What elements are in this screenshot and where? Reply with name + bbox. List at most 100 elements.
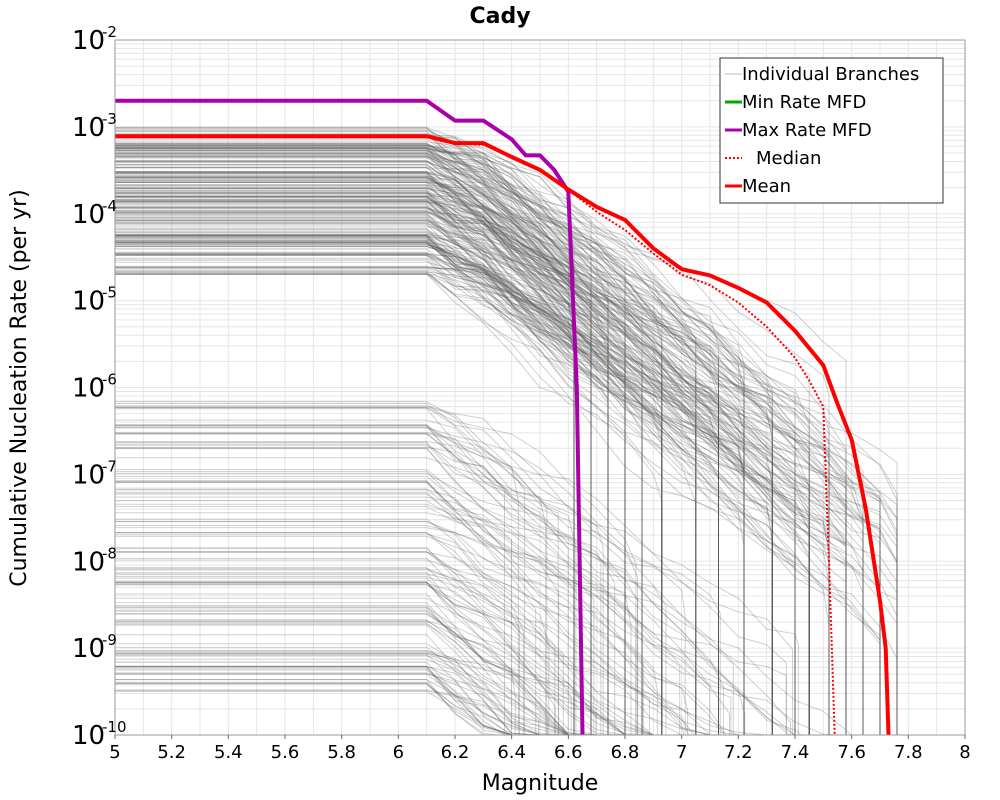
branch-line (115, 180, 745, 735)
branch-line (115, 650, 548, 735)
branch-line (115, 234, 898, 735)
branch-line (115, 171, 592, 735)
branch-line (115, 266, 697, 735)
branch-line (115, 219, 881, 735)
branch-line (115, 147, 745, 735)
branch-line (115, 228, 773, 735)
branch-line (115, 161, 881, 735)
branch-line (115, 177, 847, 735)
branch-line (115, 205, 626, 735)
branch-line (115, 181, 796, 735)
branch-line (115, 195, 575, 735)
branch-line (115, 257, 898, 735)
branch-line (115, 175, 719, 735)
branch-line (115, 447, 859, 736)
branch-line (115, 203, 898, 735)
branch-line (115, 424, 724, 735)
legend-label: Individual Branches (742, 64, 919, 85)
branch-line (115, 235, 773, 735)
branch-line (115, 215, 847, 735)
x-tick-label: 5.4 (214, 742, 243, 763)
branch-line (115, 161, 864, 735)
branch-line (115, 273, 592, 735)
plot-frame (114, 39, 966, 736)
y-tick-exponent: -8 (102, 544, 117, 562)
branch-line (115, 155, 745, 735)
branch-line (115, 171, 881, 735)
branch-line (115, 192, 847, 735)
branch-line (115, 406, 638, 735)
branch-line (115, 521, 644, 735)
branch-line (115, 211, 719, 735)
branch-line (115, 197, 575, 735)
branch-line (115, 245, 592, 735)
branch-line (115, 500, 787, 735)
branch-line (115, 253, 626, 735)
branch-line (115, 172, 626, 735)
branch-line (115, 242, 663, 735)
branch-line (115, 142, 719, 735)
y-tick-exponent: -7 (102, 457, 117, 475)
branch-line (115, 577, 676, 736)
branch-line (115, 503, 694, 735)
branch-line (115, 254, 643, 735)
branch-line (115, 192, 847, 735)
branch-line (115, 433, 548, 735)
branch-line (115, 217, 898, 735)
branch-line (115, 156, 810, 735)
chart-title: Cady (469, 4, 530, 29)
branch-line (115, 181, 719, 735)
branch-line (115, 274, 643, 735)
branch-line (115, 134, 745, 735)
branch-line (115, 211, 847, 735)
branch-line (115, 187, 697, 735)
branch-line (115, 195, 898, 735)
y-tick-label: 10 (72, 721, 105, 751)
branch-line (115, 182, 864, 735)
branch-line (115, 147, 745, 735)
branch-line (115, 155, 796, 735)
branch-line (115, 471, 560, 735)
branch-line (115, 146, 898, 735)
branch-line (115, 481, 681, 735)
branch-line (115, 253, 592, 735)
branch-line (115, 236, 810, 735)
series-line-0 (115, 98, 585, 736)
branch-line (115, 241, 881, 735)
branch-line (115, 181, 745, 735)
branch-line (115, 433, 734, 735)
branch-line (115, 235, 663, 735)
x-tick-label: 7.6 (837, 742, 866, 763)
y-tick-label: 10 (72, 634, 105, 664)
branch-line (115, 184, 773, 735)
branch-line (115, 427, 547, 735)
branch-line (115, 251, 796, 735)
branch-line (115, 623, 585, 736)
branch-line (115, 443, 505, 735)
branch-line (115, 200, 643, 735)
branch-line (115, 407, 637, 735)
branch-line (115, 240, 830, 735)
branch-line (115, 220, 609, 735)
branch-line (115, 273, 830, 735)
branch-line (115, 235, 575, 735)
branch-line (115, 444, 616, 735)
branch-line (115, 518, 550, 735)
branch-line (115, 144, 663, 735)
branch-line (115, 218, 643, 735)
branch-line (115, 146, 773, 735)
branch-line (115, 208, 745, 735)
branch-line (115, 151, 609, 735)
branch-line (115, 143, 773, 735)
branch-line (115, 238, 773, 735)
branch-line (115, 442, 732, 735)
branch-line (115, 535, 658, 735)
branch-line (115, 175, 719, 735)
branch-line (115, 144, 847, 735)
branch-line (115, 240, 810, 735)
branch-line (115, 593, 572, 735)
branch-line (115, 207, 810, 735)
branch-line (115, 172, 697, 735)
branch-line (115, 273, 745, 735)
